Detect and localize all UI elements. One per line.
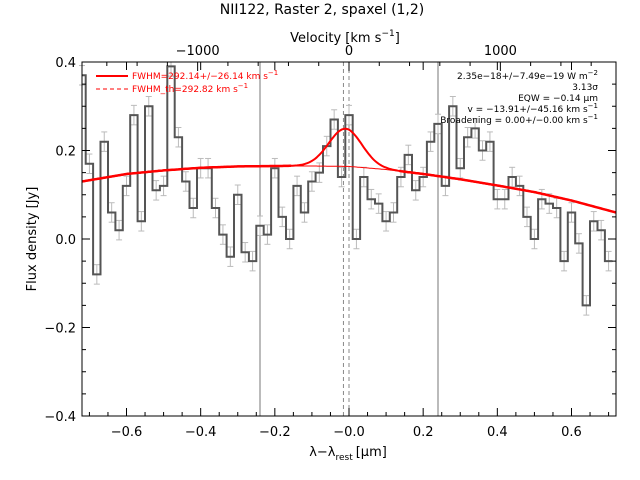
chart-title: NII122, Raster 2, spaxel (1,2) — [220, 2, 425, 18]
legend-label-fwhm-th: FWHM_th=292.82 km s−1 — [132, 82, 248, 95]
top-tick-label: −1000 — [176, 44, 220, 59]
fit-series — [81, 127, 617, 214]
x-tick-label: −0.6 — [111, 425, 143, 440]
top-tick-label: 0 — [345, 44, 353, 59]
top-axis-title: Velocity [km s−1] — [290, 29, 400, 46]
annotation-velocity: v = −13.91+/−45.16 km s−1 — [468, 102, 599, 115]
fit-annotations: 2.35e−18+/−7.49e−19 W m−2 3.13σ EQW = −0… — [440, 69, 598, 126]
fit-wing-right — [399, 169, 617, 214]
annotation-broadening: Broadening = 0.00+/−0.00 km s−1 — [440, 113, 598, 126]
y-tick-label: −0.4 — [44, 410, 76, 425]
y-tick-label: 0.0 — [55, 233, 76, 248]
fit-wing-left — [81, 164, 292, 183]
y-tick-label: 0.2 — [55, 145, 76, 160]
x-tick-label: −0.4 — [185, 425, 217, 440]
annotation-eqw: EQW = −0.14 μm — [518, 94, 598, 104]
legend-label-fwhm: FWHM=292.14+/−26.14 km s−1 — [132, 69, 278, 82]
x-tick-label: 0.6 — [561, 425, 582, 440]
x-tick-label: 0.4 — [487, 425, 508, 440]
spectrum-line — [82, 65, 613, 307]
spectrum-series — [82, 65, 613, 307]
x-axis-title: λ−λrest [μm] — [309, 445, 387, 463]
legend: FWHM=292.14+/−26.14 km s−1 FWHM_th=292.8… — [96, 69, 278, 95]
x-tick-label: 0.2 — [413, 425, 434, 440]
annotation-significance: 3.13σ — [572, 83, 598, 93]
y-tick-label: −0.2 — [44, 322, 76, 337]
x-tick-label: −0.2 — [259, 425, 291, 440]
annotation-flux: 2.35e−18+/−7.49e−19 W m−2 — [457, 69, 598, 82]
axis-ticks: −0.6 −0.4 −0.2 −0.0 0.2 0.4 0.6 −0.4 −0.2 0.0 0.2 0… — [44, 44, 616, 440]
top-tick-label: 1000 — [484, 44, 517, 59]
y-axis-title: Flux density [Jy] — [25, 187, 40, 292]
y-tick-label: 0.4 — [55, 56, 76, 71]
x-tick-label: −0.0 — [333, 425, 365, 440]
